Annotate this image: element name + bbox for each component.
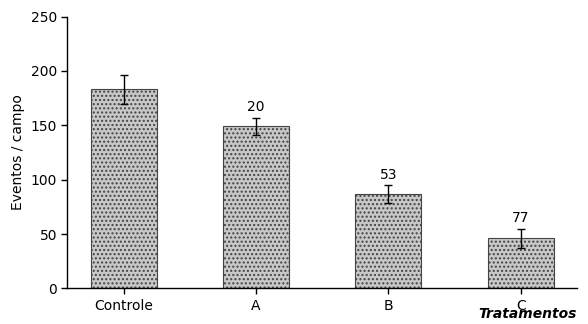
Text: 77: 77 <box>512 211 529 226</box>
Bar <box>91 89 157 288</box>
Bar <box>355 194 422 288</box>
Text: Tratamentos: Tratamentos <box>478 307 576 321</box>
Bar <box>223 126 289 288</box>
Y-axis label: Eventos / campo: Eventos / campo <box>11 95 25 211</box>
Text: 53: 53 <box>380 168 397 182</box>
Text: 20: 20 <box>248 100 265 114</box>
Bar <box>487 238 554 288</box>
